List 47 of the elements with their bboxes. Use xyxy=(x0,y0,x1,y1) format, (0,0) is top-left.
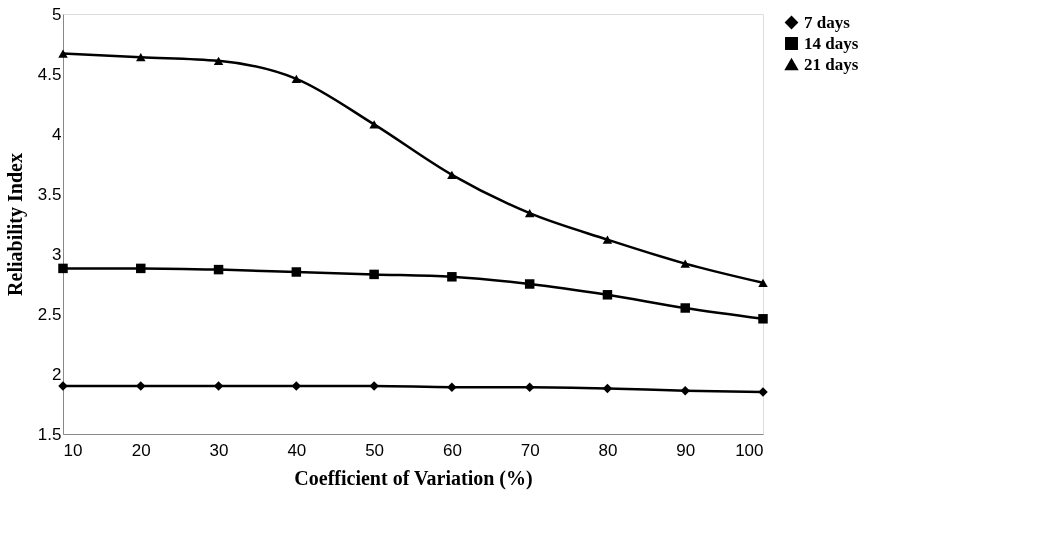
point xyxy=(447,382,457,392)
point xyxy=(369,120,379,129)
legend-label: 7 days xyxy=(804,12,851,32)
x-axis-title: Coefficient of Variation (%) xyxy=(294,466,533,490)
point xyxy=(136,263,146,274)
x-tick-label: 40 xyxy=(287,440,307,460)
x-tick-label: 20 xyxy=(131,440,151,460)
legend-label: 21 days xyxy=(804,54,859,74)
point xyxy=(524,279,535,289)
point xyxy=(680,386,690,396)
x-tick-label: 10 xyxy=(63,440,83,460)
point xyxy=(291,74,302,83)
point xyxy=(758,278,768,287)
y-tick-label: 2 xyxy=(52,364,62,384)
point xyxy=(602,290,613,300)
point xyxy=(524,209,535,218)
point xyxy=(369,269,379,280)
y-tick-label: 3 xyxy=(52,244,62,264)
point xyxy=(58,49,68,58)
x-tick-label: 30 xyxy=(209,440,229,460)
point xyxy=(758,314,768,324)
x-tick-label: 60 xyxy=(442,440,462,460)
y-tick-label: 4 xyxy=(52,124,62,144)
y-tick-label: 5 xyxy=(52,4,62,24)
point xyxy=(680,303,690,313)
y-tick-label: 1.5 xyxy=(37,424,62,444)
point xyxy=(680,259,690,268)
y-tick-label: 2.5 xyxy=(37,304,62,324)
x-tick-label: 70 xyxy=(520,440,540,460)
y-axis-title: Reliability Index xyxy=(3,153,27,296)
legend-label: 14 days xyxy=(804,33,859,53)
x-tick-label: 90 xyxy=(676,440,696,460)
x-tick-label: 80 xyxy=(598,440,618,460)
point xyxy=(447,272,457,282)
point xyxy=(447,170,457,179)
point xyxy=(213,264,224,275)
x-tick-label: 100 xyxy=(735,440,764,460)
y-tick-label: 3.5 xyxy=(37,184,62,204)
point xyxy=(136,53,146,62)
point xyxy=(291,267,302,277)
point xyxy=(58,263,68,274)
point xyxy=(602,235,613,244)
y-tick-label: 4.5 xyxy=(37,64,62,84)
x-tick-label: 50 xyxy=(365,440,385,460)
point xyxy=(213,56,224,65)
point xyxy=(602,383,613,394)
point xyxy=(524,382,535,392)
